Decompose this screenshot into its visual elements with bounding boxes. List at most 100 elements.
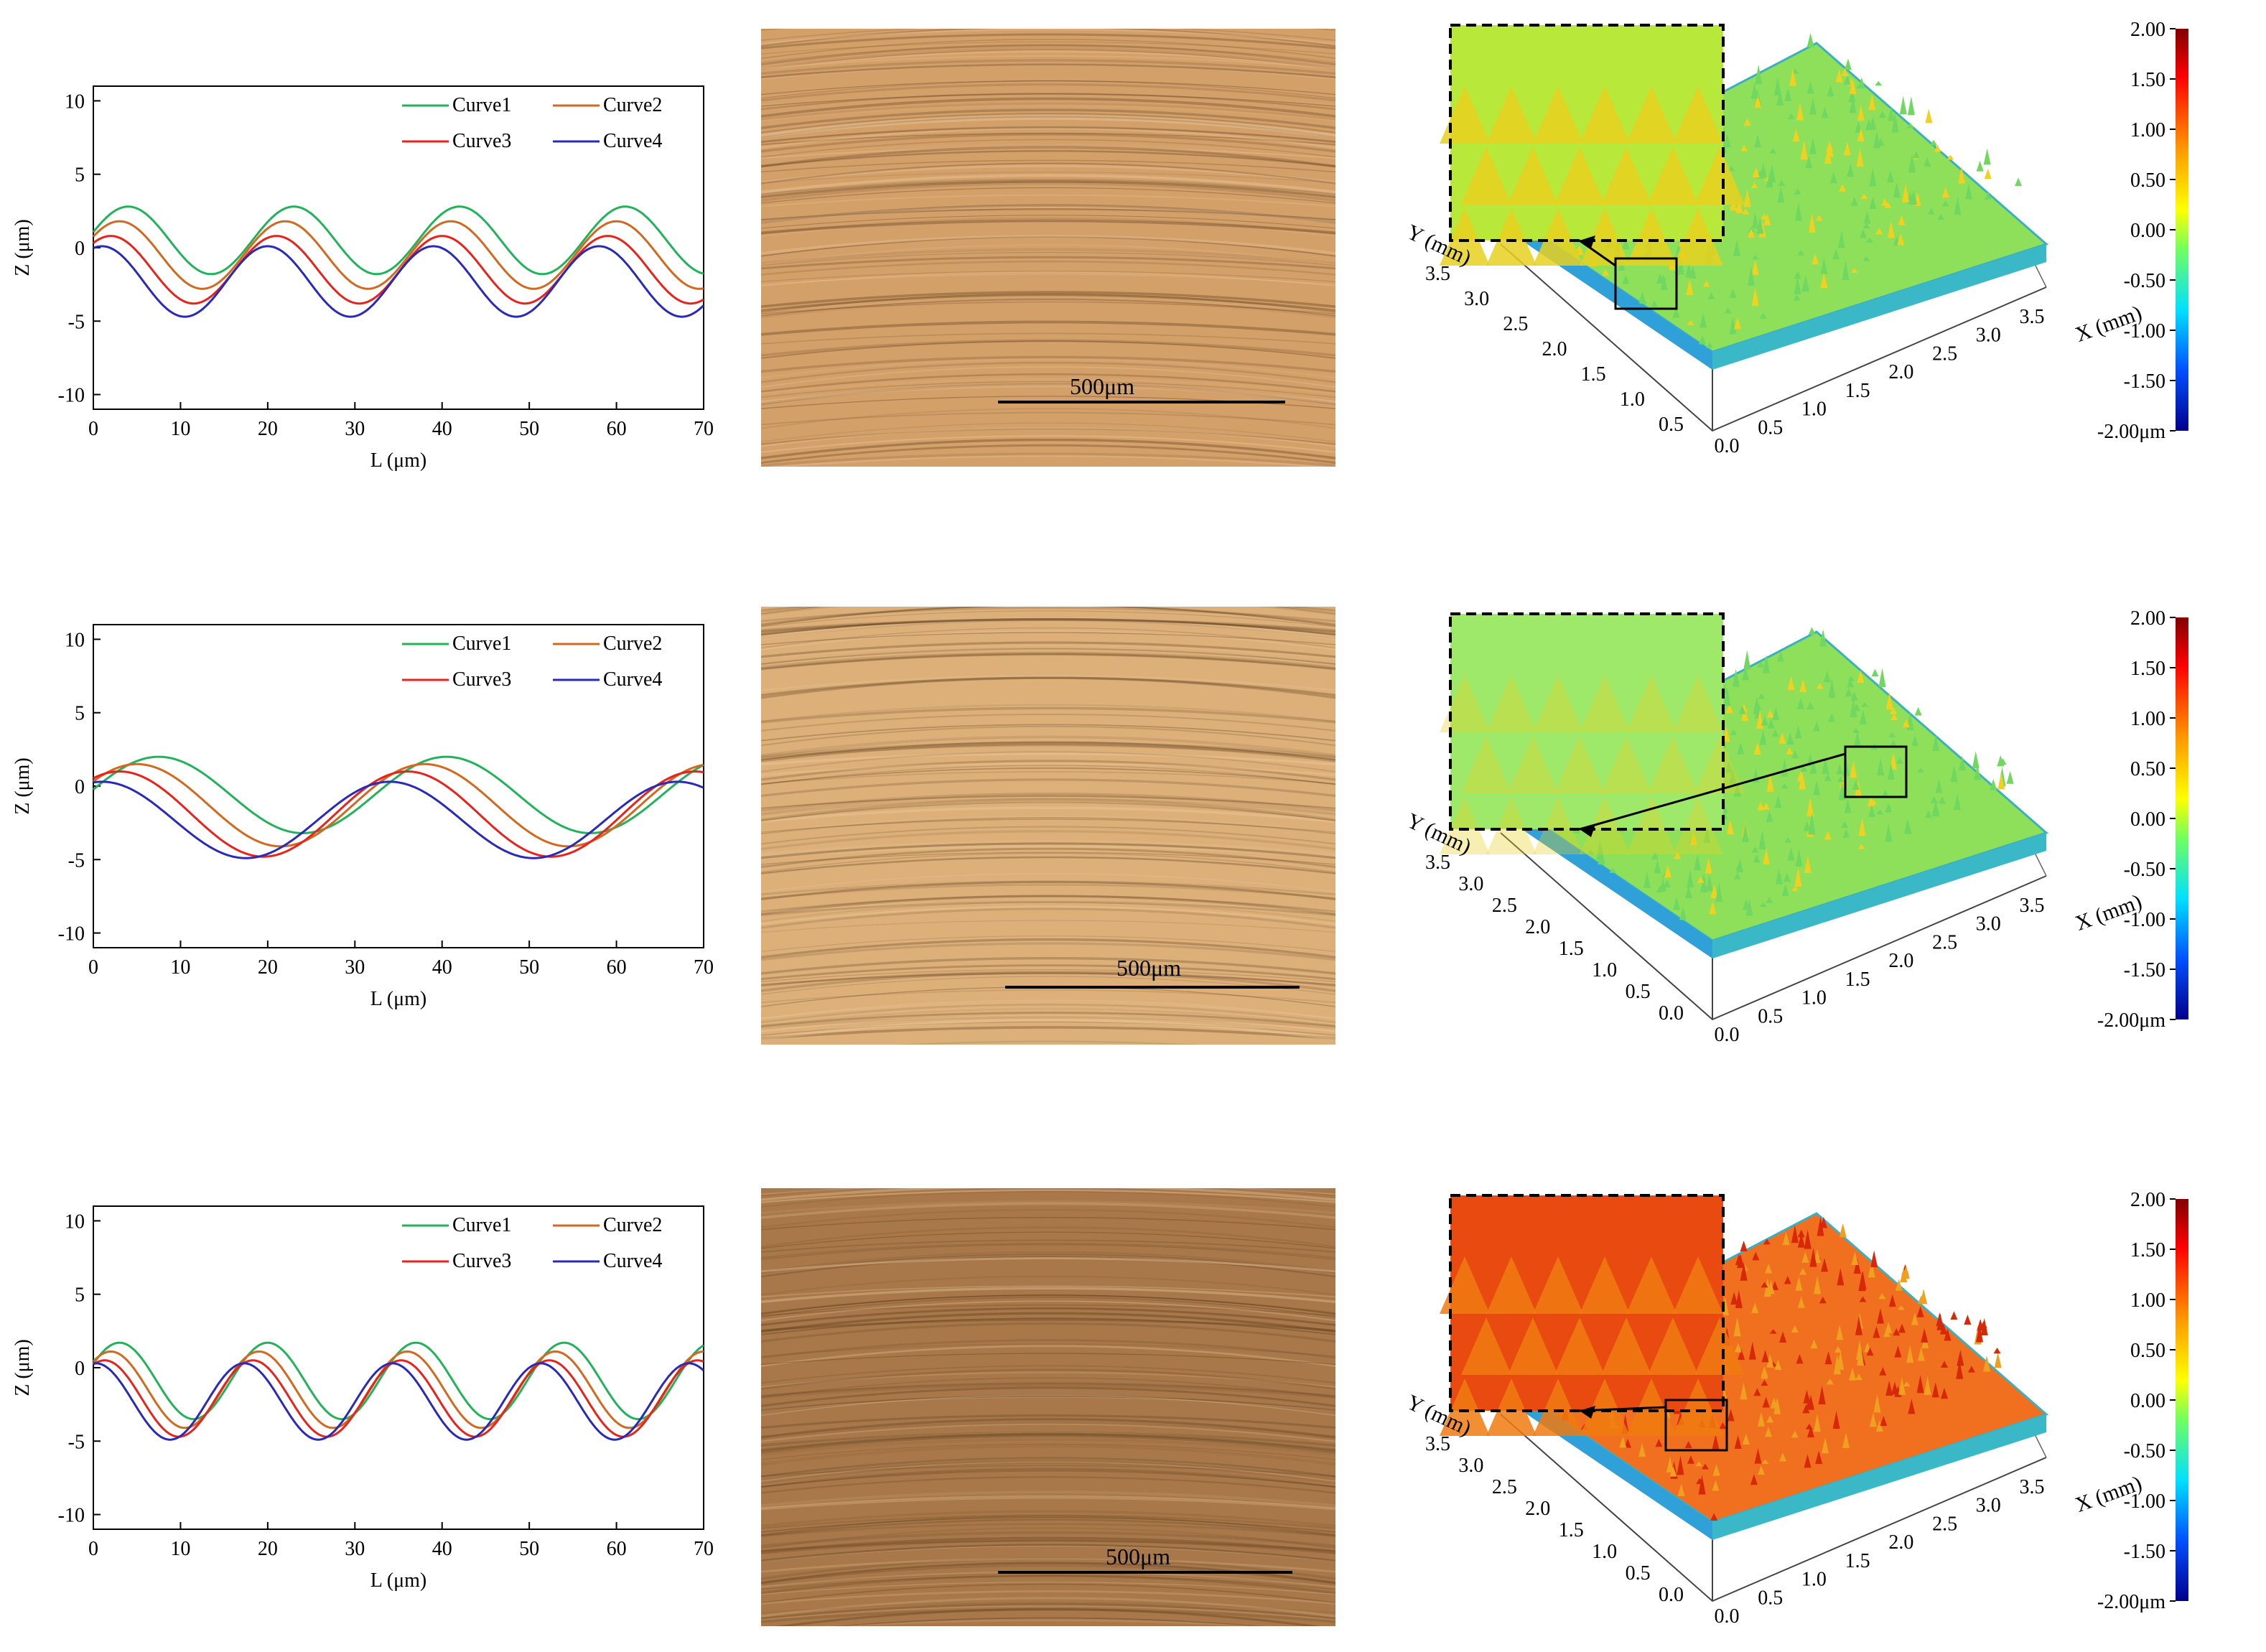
machining-mark	[761, 44, 1335, 66]
zoom-arrow	[1579, 1406, 1666, 1412]
machining-mark	[761, 383, 1335, 406]
machining-mark	[761, 435, 1335, 453]
surface-peak	[1890, 714, 1898, 720]
surface-peak	[1723, 133, 1731, 148]
machining-mark	[761, 381, 1335, 398]
surface-peak	[1813, 1414, 1821, 1432]
surface-peak	[1824, 831, 1832, 840]
machining-mark	[761, 826, 1335, 845]
surface-peak	[1757, 1411, 1765, 1427]
inset-peak	[1440, 1256, 1490, 1314]
x-tick-label: 2.5	[1932, 1513, 1957, 1535]
machining-mark	[761, 63, 1335, 80]
machining-mark	[761, 38, 1335, 60]
machining-mark	[761, 610, 1335, 627]
machining-mark	[761, 1431, 1335, 1447]
surface-peak	[1795, 1276, 1803, 1291]
machining-mark	[761, 1443, 1335, 1460]
y-tick-label: 1.5	[1581, 363, 1606, 386]
colorbar-tick-label: 0.00	[2130, 808, 2165, 831]
machining-mark	[761, 1318, 1335, 1332]
machining-mark	[761, 1583, 1335, 1604]
surface-peak	[1638, 1442, 1646, 1457]
zoom-region-box	[1614, 257, 1678, 310]
y-tick-label: -10	[58, 385, 85, 407]
machining-mark	[761, 108, 1335, 129]
surface-peak	[1760, 213, 1768, 220]
machining-mark	[761, 607, 1335, 626]
machining-mark	[761, 1294, 1335, 1315]
surface-peak	[1857, 105, 1865, 121]
surface-peak	[1916, 1306, 1924, 1317]
surface-peak	[1710, 1513, 1718, 1521]
x-tick-label: 2.5	[1932, 342, 1957, 365]
machining-mark	[761, 1396, 1335, 1411]
surface-peak	[1869, 197, 1877, 210]
surface-peak	[1897, 233, 1905, 246]
machining-mark	[761, 653, 1335, 671]
machining-mark	[761, 713, 1335, 732]
surface-peak	[1904, 818, 1912, 834]
surface-peak	[1729, 317, 1737, 335]
surface-peak	[1735, 863, 1743, 871]
machining-mark	[761, 299, 1335, 312]
surface-peak	[1755, 64, 1763, 85]
surface-peak	[1761, 1366, 1768, 1378]
surface-peak	[1619, 1436, 1627, 1448]
inset-peak	[1601, 147, 1651, 205]
x-axis-label: L (μm)	[370, 988, 427, 1010]
x-tick-label: 1.0	[1801, 1569, 1827, 1591]
machining-mark	[761, 648, 1335, 666]
legend-label: Curve4	[603, 668, 662, 691]
surface-peak	[1745, 898, 1753, 916]
machining-mark	[761, 938, 1335, 959]
surface-peak	[1794, 276, 1801, 295]
surface-peak	[1766, 810, 1773, 823]
x-tick-label: 3.0	[1976, 325, 2001, 347]
scale-bar-label-3: 500μm	[1106, 1544, 1171, 1569]
machining-mark	[761, 139, 1335, 158]
surface-peak	[1766, 773, 1774, 792]
machining-mark	[761, 794, 1335, 815]
surface-peak	[1651, 851, 1659, 860]
surface-peak	[1796, 102, 1804, 121]
surface-peak	[1886, 170, 1894, 183]
surface-peak	[1805, 156, 1813, 169]
machining-mark	[761, 1418, 1335, 1439]
surface-peak	[1761, 1459, 1769, 1464]
surface-peak	[1762, 803, 1770, 810]
surface-peak	[1808, 627, 1816, 635]
surface-peak	[1977, 1319, 1985, 1331]
surface-peak	[1799, 1268, 1806, 1275]
surface-peak	[1754, 134, 1762, 148]
surface-peak	[1836, 1325, 1844, 1340]
surface-peak	[1730, 729, 1738, 735]
machining-mark	[761, 920, 1335, 933]
y-tick-label: 0.5	[1626, 1562, 1651, 1585]
surface-peak	[1877, 757, 1885, 776]
machining-mark	[761, 215, 1335, 229]
machining-mark	[761, 818, 1335, 833]
surface-peak	[1808, 818, 1816, 835]
machining-mark	[761, 1434, 1335, 1454]
machining-mark	[761, 830, 1335, 851]
machining-mark	[761, 1461, 1335, 1482]
legend-label: Curve3	[452, 130, 511, 152]
colorbar-tick-label: 0.50	[2130, 1340, 2165, 1362]
inset-peak	[1533, 797, 1583, 854]
machining-mark	[761, 607, 1335, 622]
inset-peak	[1508, 1317, 1558, 1375]
surface-peak	[1792, 128, 1800, 142]
surface-peak	[1868, 93, 1876, 111]
surface-peak	[1740, 1261, 1748, 1281]
surface-peak	[1735, 1254, 1743, 1266]
colorbar	[2176, 617, 2188, 1019]
surface-peak	[1643, 872, 1651, 888]
surface-peak	[1694, 853, 1702, 871]
surface-peak	[1976, 160, 1984, 172]
machining-mark	[761, 1582, 1335, 1595]
surface-peak	[1695, 1461, 1703, 1467]
profile-chart-3: 0 10 20 30 40 50 60 70 10 5 0 -5 -10 L (μm) Z (μm) Curv…	[0, 1177, 732, 1615]
y-tick-label: 5	[75, 1284, 85, 1307]
machining-mark	[761, 109, 1335, 129]
